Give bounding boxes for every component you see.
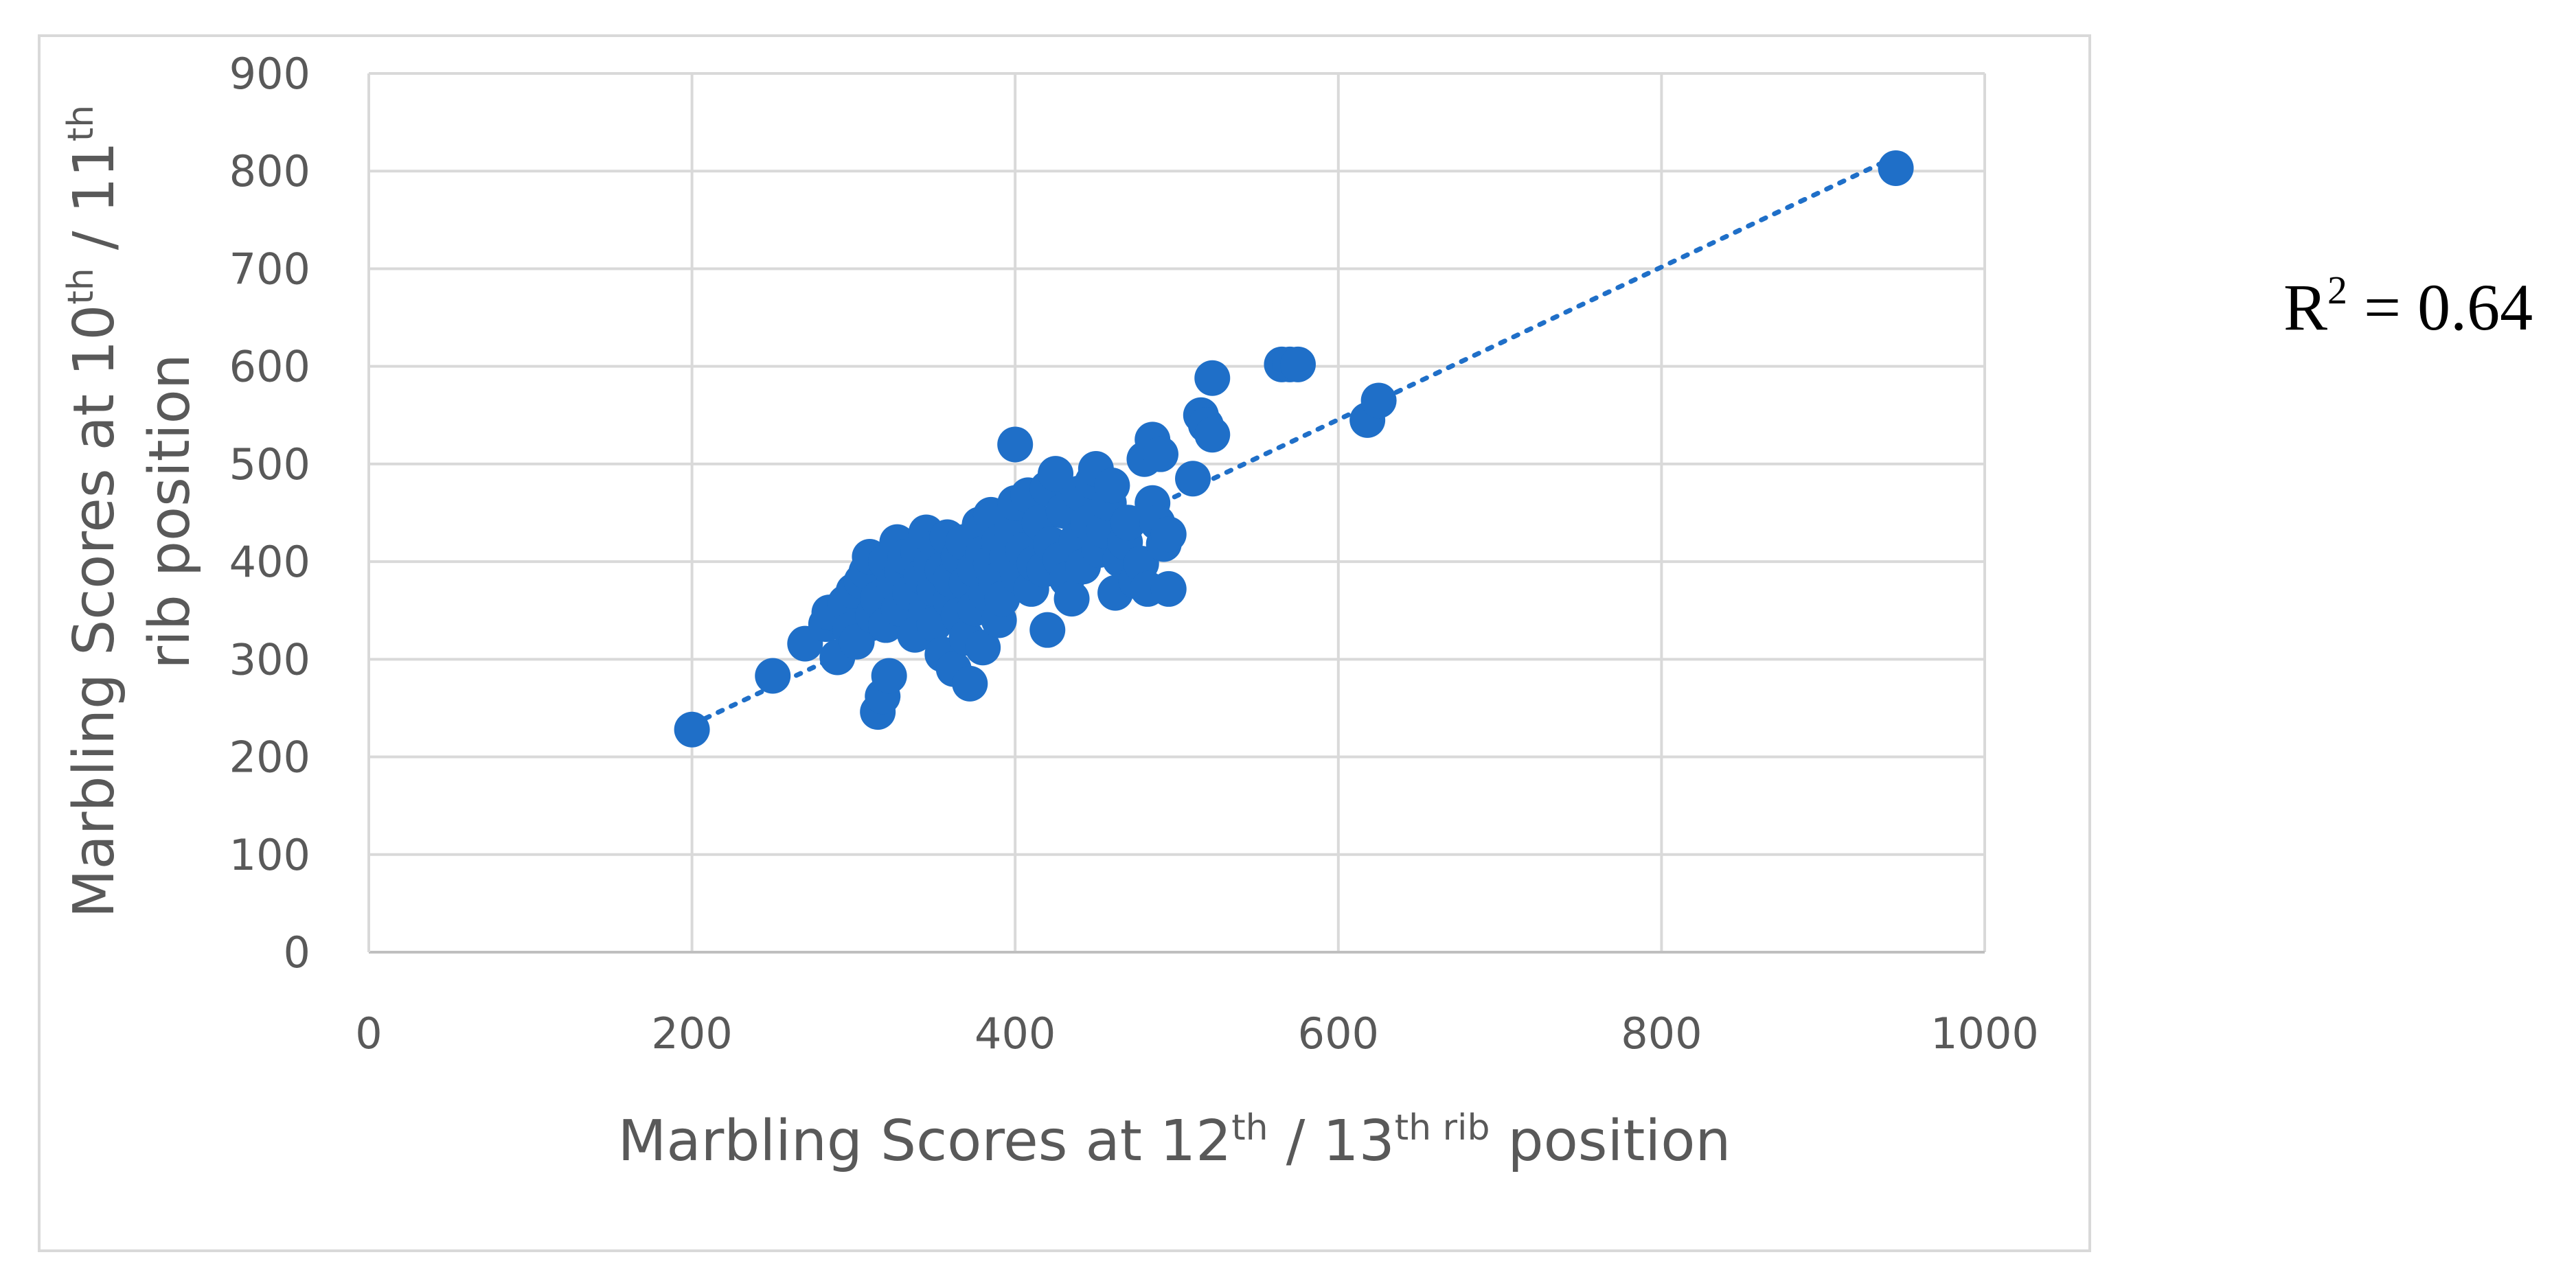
y-axis-title-line1: Marbling Scores at 10th / 11th — [60, 105, 127, 919]
x-tick-label: 400 — [974, 1008, 1056, 1059]
data-point — [965, 630, 1001, 666]
y-axis-title-line2: rib position — [137, 354, 203, 669]
y-tick-labels: 0 100 200 300 400 500 600 700 800 900 — [229, 49, 310, 978]
data-point — [1110, 505, 1146, 541]
y-axis-title-part: / 11 — [62, 141, 127, 268]
r-squared-prefix: R — [2283, 270, 2328, 344]
data-point — [1175, 461, 1211, 497]
data-point — [997, 426, 1034, 463]
y-tick-label: 500 — [229, 439, 310, 489]
x-tick-label: 800 — [1621, 1008, 1702, 1059]
x-axis-title-sup: th — [1231, 1107, 1268, 1149]
x-axis-title-part: / 13 — [1268, 1109, 1395, 1174]
x-tick-label: 1000 — [1930, 1008, 2039, 1059]
y-axis-title-sup: th — [60, 268, 102, 304]
data-point — [1194, 417, 1231, 453]
data-point — [1194, 360, 1231, 396]
data-point — [1029, 612, 1066, 648]
x-tick-label: 200 — [651, 1008, 732, 1059]
data-point — [1360, 382, 1397, 419]
r-squared-annotation: R2 = 0.64 — [2283, 268, 2533, 345]
x-axis-title-part: position — [1490, 1109, 1731, 1174]
y-tick-label: 300 — [229, 634, 310, 684]
data-point — [871, 658, 907, 694]
y-tick-label: 600 — [229, 342, 310, 392]
data-point — [1150, 516, 1187, 553]
data-point — [1038, 456, 1074, 492]
data-point — [1878, 150, 1914, 186]
data-points — [674, 150, 1914, 748]
y-tick-label: 800 — [229, 146, 310, 196]
x-tick-label: 600 — [1298, 1008, 1379, 1059]
x-axis-title: Marbling Scores at 12th / 13th rib posit… — [618, 1107, 1731, 1174]
gridlines — [369, 72, 1986, 952]
data-point — [755, 658, 791, 694]
r-squared-superscript: 2 — [2327, 268, 2348, 312]
y-tick-label: 700 — [229, 244, 310, 294]
data-point — [1142, 436, 1178, 472]
y-tick-label: 0 — [284, 927, 310, 978]
x-axis-title-sup: th rib — [1395, 1107, 1490, 1149]
x-tick-labels: 0 200 400 600 800 1000 — [355, 1008, 2039, 1059]
x-axis-title-part: Marbling Scores at 12 — [618, 1109, 1232, 1174]
y-tick-label: 400 — [229, 537, 310, 587]
r-squared-value: = 0.64 — [2347, 270, 2533, 344]
data-point — [674, 711, 710, 748]
data-point — [1053, 581, 1090, 617]
y-tick-label: 900 — [229, 49, 310, 99]
data-point — [1094, 468, 1130, 504]
y-axis-title-sup: th — [60, 105, 102, 141]
y-tick-label: 100 — [229, 830, 310, 880]
axis-lines — [367, 73, 1985, 954]
data-point — [1279, 346, 1316, 382]
y-axis-title: Marbling Scores at 10th / 11th rib posit… — [60, 105, 203, 919]
chart-frame — [38, 34, 2091, 1252]
x-tick-label: 0 — [355, 1008, 382, 1059]
y-axis-title-part: Marbling Scores at 10 — [62, 305, 127, 919]
data-point — [952, 665, 988, 702]
y-tick-label: 200 — [229, 732, 310, 783]
data-point — [1150, 570, 1187, 607]
data-point — [839, 623, 875, 660]
